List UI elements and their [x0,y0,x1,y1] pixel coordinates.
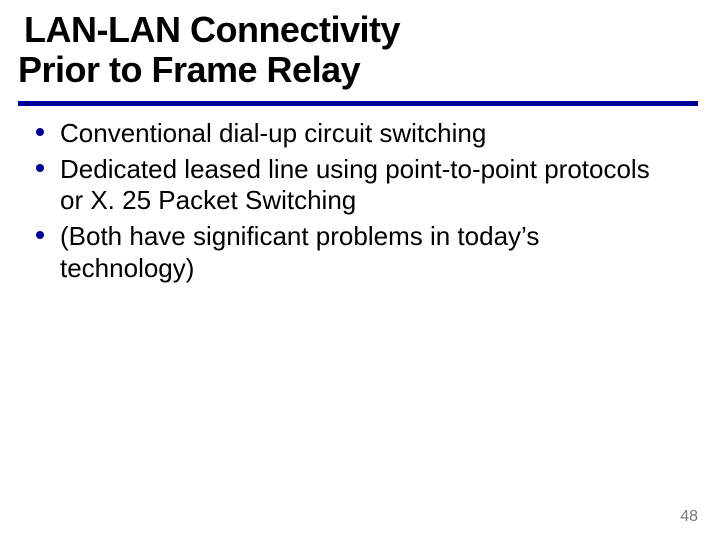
bullet-icon [36,128,44,136]
title-underline [18,101,698,106]
page-number: 48 [680,508,698,526]
list-item: Dedicated leased line using point-to-poi… [30,154,680,217]
slide-title: LAN-LAN Connectivity Prior to Frame Rela… [18,10,690,91]
bullet-list: Conventional dial-up circuit switching D… [30,118,680,289]
bullet-icon [36,231,44,239]
title-line-1: LAN-LAN Connectivity [18,10,690,50]
bullet-icon [36,164,44,172]
slide: LAN-LAN Connectivity Prior to Frame Rela… [0,0,720,540]
list-item: (Both have significant problems in today… [30,221,680,284]
bullet-text: (Both have significant problems in today… [60,221,539,283]
list-item: Conventional dial-up circuit switching [30,118,680,150]
bullet-text: Conventional dial-up circuit switching [60,118,486,148]
bullet-text: Dedicated leased line using point-to-poi… [60,154,650,216]
title-line-2: Prior to Frame Relay [18,50,690,90]
